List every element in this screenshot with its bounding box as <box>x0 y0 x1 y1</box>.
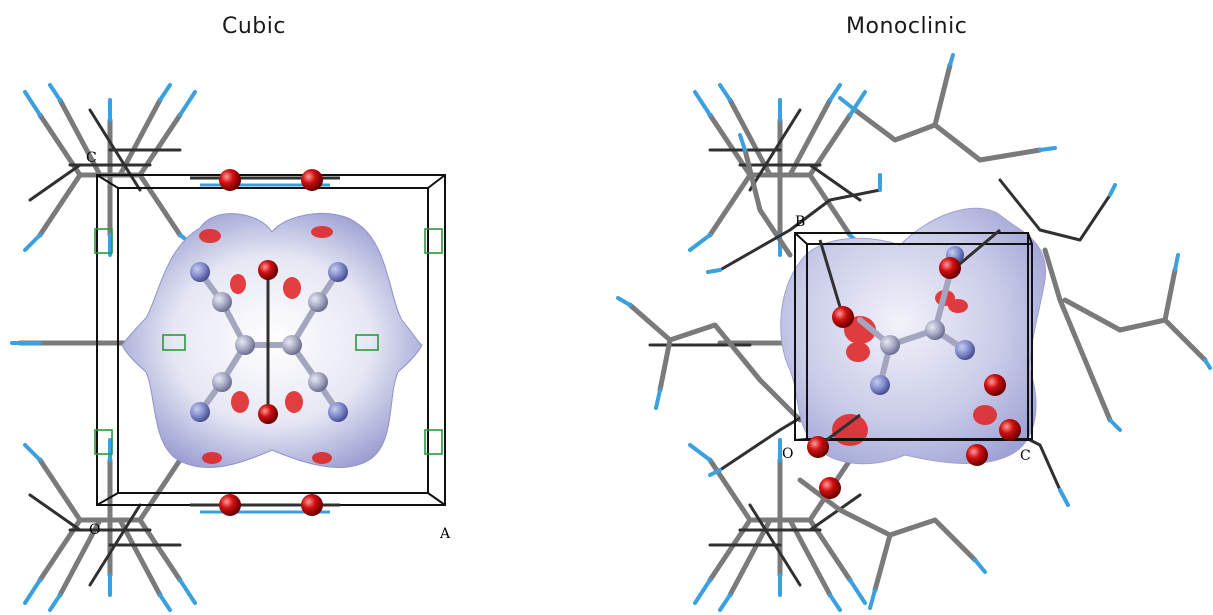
oxygen-atom <box>984 374 1006 396</box>
cubic-structure: C O A <box>10 83 882 610</box>
panel-title-cubic: Cubic <box>222 14 286 39</box>
monoclinic-structure: B O C <box>616 53 1212 610</box>
oxygen-atom <box>258 260 278 280</box>
axis-label-o: O <box>89 522 100 538</box>
oxygen-atom <box>832 306 854 328</box>
oxygen-atom <box>966 444 988 466</box>
oxygen-atom <box>219 494 241 516</box>
surrounding-molecules <box>616 53 1212 610</box>
axis-label-b: B <box>795 214 805 230</box>
axis-label-c-monoclinic: C <box>1020 448 1031 464</box>
panel-title-monoclinic: Monoclinic <box>846 14 968 39</box>
central-molecule-monoclinic <box>807 228 1021 499</box>
axis-label-c: C <box>86 150 97 166</box>
oxygen-atom <box>301 494 323 516</box>
oxygen-atom <box>219 169 241 191</box>
oxygen-atom <box>939 257 961 279</box>
oxygen-atom <box>301 169 323 191</box>
oxygen-atom <box>819 477 841 499</box>
axis-label-a: A <box>439 526 451 542</box>
oxygen-atom <box>807 436 829 458</box>
contact-spots-cubic <box>199 226 333 464</box>
top-edge-molecule <box>190 169 340 191</box>
oxygen-atom <box>999 419 1021 441</box>
central-molecule-cubic <box>190 260 348 424</box>
oxygen-atom <box>258 404 278 424</box>
corner-molecule-bottom-right <box>690 440 865 610</box>
bottom-edge-molecule <box>190 494 340 516</box>
monoclinic-unit-cell <box>794 232 1033 441</box>
corner-molecule-top-left <box>23 83 202 257</box>
corner-molecule-bottom-left <box>25 440 200 610</box>
hirshfeld-surface-cubic <box>121 212 423 468</box>
corner-molecule-top-right <box>690 85 865 255</box>
highlight-boxes <box>94 228 443 455</box>
axis-label-o-monoclinic: O <box>782 446 793 462</box>
